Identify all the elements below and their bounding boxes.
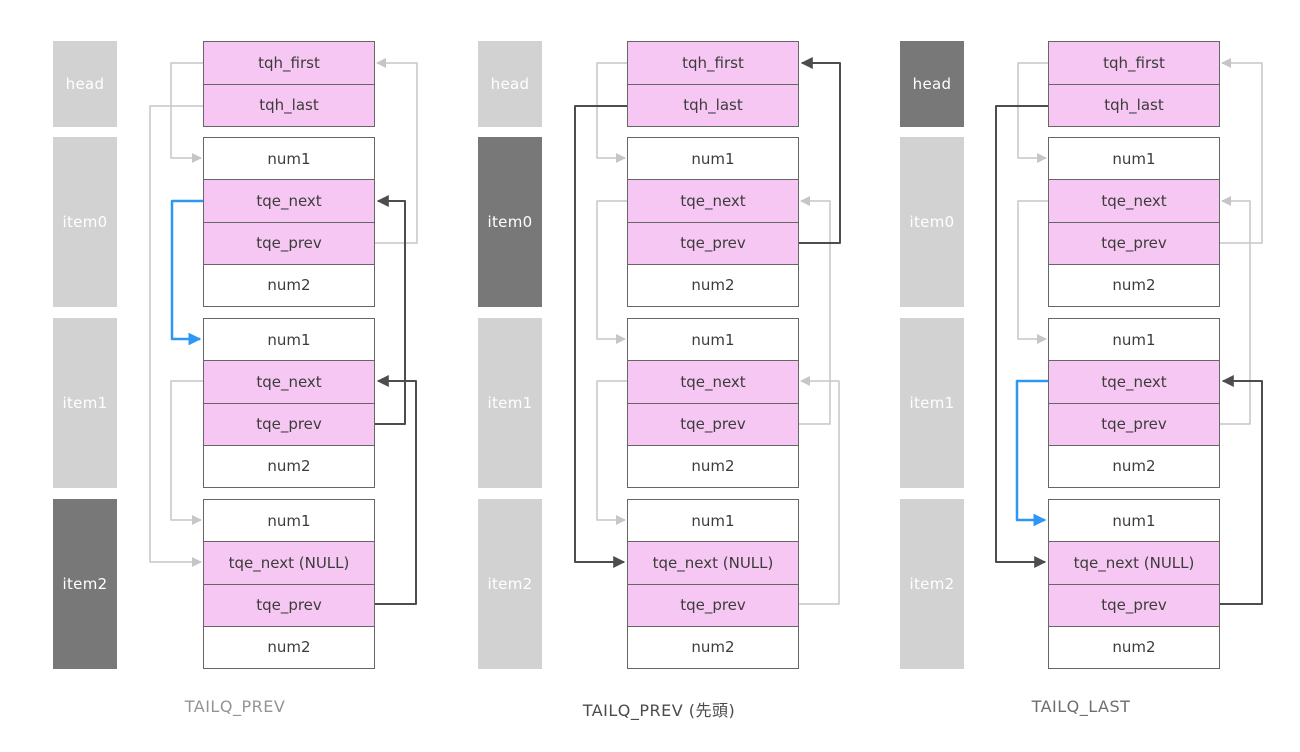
- item1-record: num1 tqe_next tqe_prev num2: [203, 318, 375, 488]
- field-num1: num1: [204, 138, 374, 180]
- field-tqe-prev: tqe_prev: [204, 583, 374, 626]
- field-tqe-prev: tqe_prev: [1049, 221, 1219, 264]
- item0-box-highlighted: item0: [478, 137, 542, 307]
- field-tqe-next: tqe_next: [204, 179, 374, 222]
- panel-caption: TAILQ_PREV: [184, 697, 286, 716]
- field-tqe-next: tqe_next: [204, 360, 374, 403]
- field-num1: num1: [628, 138, 798, 180]
- item2-box-highlighted: item2: [53, 499, 117, 669]
- item2-record: num1 tqe_next (NULL) tqe_prev num2: [1048, 499, 1220, 669]
- field-num2: num2: [1049, 444, 1219, 487]
- item0-record: num1 tqe_next tqe_prev num2: [203, 137, 375, 307]
- item0-record: num1 tqe_next tqe_prev num2: [1048, 137, 1220, 307]
- item2-box: item2: [900, 499, 964, 669]
- field-tqh-last: tqh_last: [1049, 83, 1219, 126]
- field-num1: num1: [628, 500, 798, 542]
- panel-caption: TAILQ_PREV (先頭): [582, 701, 736, 720]
- head-record: tqh_first tqh_last: [203, 41, 375, 127]
- head-box: head: [53, 41, 117, 127]
- head-record: tqh_first tqh_last: [1048, 41, 1220, 127]
- head-box-highlighted: head: [900, 41, 964, 127]
- field-num1: num1: [204, 500, 374, 542]
- field-tqh-first: tqh_first: [204, 42, 374, 84]
- field-num2: num2: [1049, 625, 1219, 668]
- field-tqe-next: tqe_next: [1049, 360, 1219, 403]
- field-num1: num1: [628, 319, 798, 361]
- field-tqh-first: tqh_first: [1049, 42, 1219, 84]
- field-num1: num1: [204, 319, 374, 361]
- field-tqe-next: tqe_next: [1049, 179, 1219, 222]
- field-tqe-prev: tqe_prev: [628, 402, 798, 445]
- item1-box: item1: [900, 318, 964, 488]
- item0-box: item0: [900, 137, 964, 307]
- item1-box: item1: [478, 318, 542, 488]
- field-tqe-next: tqe_next: [628, 360, 798, 403]
- field-num2: num2: [628, 625, 798, 668]
- field-tqe-prev: tqe_prev: [628, 221, 798, 264]
- field-num2: num2: [628, 263, 798, 306]
- item1-record: num1 tqe_next tqe_prev num2: [1048, 318, 1220, 488]
- panel-caption: TAILQ_LAST: [1031, 697, 1131, 716]
- item2-record: num1 tqe_next (NULL) tqe_prev num2: [627, 499, 799, 669]
- item1-box: item1: [53, 318, 117, 488]
- field-num2: num2: [204, 625, 374, 668]
- field-tqe-prev: tqe_prev: [1049, 583, 1219, 626]
- item1-record: num1 tqe_next tqe_prev num2: [627, 318, 799, 488]
- field-num1: num1: [1049, 319, 1219, 361]
- field-num2: num2: [204, 263, 374, 306]
- item2-box: item2: [478, 499, 542, 669]
- field-num2: num2: [204, 444, 374, 487]
- field-tqe-next-null: tqe_next (NULL): [628, 541, 798, 584]
- field-tqh-last: tqh_last: [628, 83, 798, 126]
- field-tqe-prev: tqe_prev: [1049, 402, 1219, 445]
- field-tqh-first: tqh_first: [628, 42, 798, 84]
- field-num1: num1: [1049, 500, 1219, 542]
- field-tqe-prev: tqe_prev: [628, 583, 798, 626]
- field-tqe-prev: tqe_prev: [204, 402, 374, 445]
- item0-box: item0: [53, 137, 117, 307]
- field-num2: num2: [1049, 263, 1219, 306]
- item2-record: num1 tqe_next (NULL) tqe_prev num2: [203, 499, 375, 669]
- field-num1: num1: [1049, 138, 1219, 180]
- field-tqe-next-null: tqe_next (NULL): [204, 541, 374, 584]
- head-box: head: [478, 41, 542, 127]
- field-tqe-prev: tqe_prev: [204, 221, 374, 264]
- field-tqh-last: tqh_last: [204, 83, 374, 126]
- item0-record: num1 tqe_next tqe_prev num2: [627, 137, 799, 307]
- field-num2: num2: [628, 444, 798, 487]
- field-tqe-next: tqe_next: [628, 179, 798, 222]
- field-tqe-next-null: tqe_next (NULL): [1049, 541, 1219, 584]
- head-record: tqh_first tqh_last: [627, 41, 799, 127]
